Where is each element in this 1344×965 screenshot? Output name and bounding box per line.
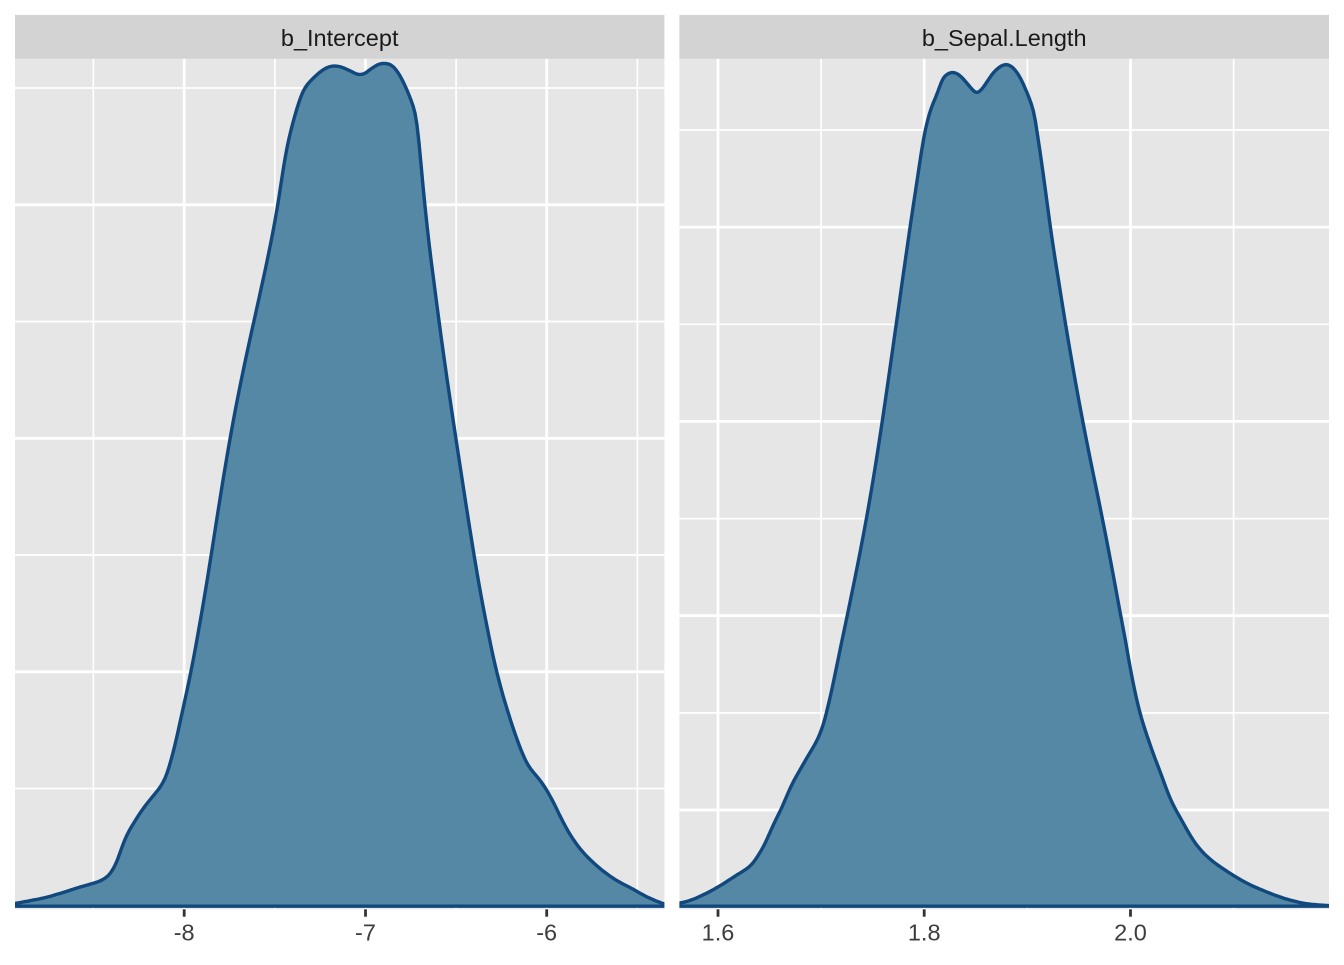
svg-text:-8: -8 — [174, 920, 195, 946]
svg-text:b_Sepal.Length: b_Sepal.Length — [922, 25, 1087, 51]
svg-text:-7: -7 — [355, 920, 376, 946]
svg-text:1.8: 1.8 — [908, 920, 941, 946]
svg-text:2.0: 2.0 — [1114, 920, 1147, 946]
svg-text:-6: -6 — [536, 920, 557, 946]
svg-text:1.6: 1.6 — [702, 920, 735, 946]
svg-text:b_Intercept: b_Intercept — [281, 25, 399, 51]
